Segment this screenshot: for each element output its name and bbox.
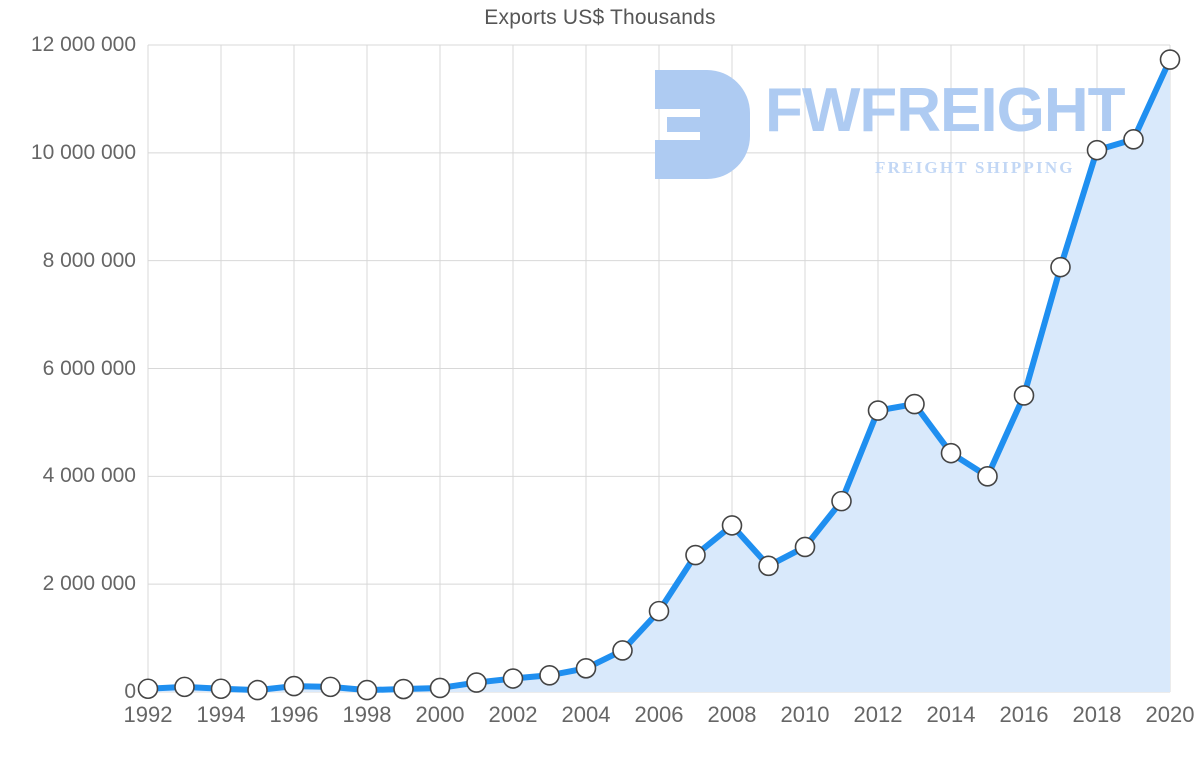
x-axis-tick-label: 1998 bbox=[342, 702, 392, 727]
y-axis-tick-label: 12 000 000 bbox=[30, 33, 136, 56]
y-axis-tick-label: 8 000 000 bbox=[42, 248, 136, 272]
chart-title: Exports US$ Thousands bbox=[484, 6, 716, 29]
data-point-marker[interactable] bbox=[539, 664, 560, 686]
data-point-marker[interactable] bbox=[1013, 385, 1035, 406]
data-point-marker[interactable] bbox=[904, 393, 925, 415]
data-point-marker[interactable] bbox=[648, 600, 670, 622]
y-axis-tick-label: 6 000 000 bbox=[42, 356, 136, 380]
data-point-marker[interactable] bbox=[794, 536, 816, 558]
data-point-marker[interactable] bbox=[283, 675, 305, 697]
x-axis-tick-label: 2014 bbox=[926, 702, 976, 727]
data-point-marker[interactable] bbox=[612, 640, 633, 661]
x-axis-tick-label: 2010 bbox=[780, 702, 830, 727]
data-point-marker[interactable] bbox=[867, 400, 889, 421]
x-axis-tick-label: 2000 bbox=[415, 702, 465, 727]
x-axis-tick-label: 2004 bbox=[561, 702, 611, 727]
data-point-marker[interactable] bbox=[758, 555, 779, 577]
chart-svg bbox=[137, 44, 1181, 701]
data-point-marker[interactable] bbox=[210, 678, 232, 700]
data-point-marker[interactable] bbox=[1086, 139, 1108, 161]
x-axis-tick-label: 1992 bbox=[123, 702, 173, 727]
data-point-marker[interactable] bbox=[831, 490, 852, 512]
x-axis-tick-label: 2020 bbox=[1145, 702, 1195, 727]
data-point-marker[interactable] bbox=[174, 676, 195, 698]
y-axis-tick-label: 10 000 000 bbox=[30, 140, 136, 164]
y-axis-tick-label: 2 000 000 bbox=[42, 572, 136, 596]
data-point-marker[interactable] bbox=[393, 678, 414, 700]
x-axis-tick-label: 2018 bbox=[1072, 702, 1122, 727]
x-axis-tick-label: 1996 bbox=[269, 702, 319, 727]
data-point-marker[interactable] bbox=[575, 657, 597, 679]
data-point-marker[interactable] bbox=[1050, 256, 1071, 278]
x-axis-tick-label: 2012 bbox=[853, 702, 903, 727]
data-point-marker[interactable] bbox=[320, 676, 341, 698]
x-axis-tick-label: 2006 bbox=[634, 702, 684, 727]
data-point-marker[interactable] bbox=[502, 668, 524, 689]
data-point-marker[interactable] bbox=[1159, 49, 1181, 70]
data-point-marker[interactable] bbox=[721, 515, 743, 536]
series-area-fill bbox=[148, 59, 1170, 693]
x-axis-tick-label: 2008 bbox=[707, 702, 757, 727]
data-point-marker[interactable] bbox=[1123, 129, 1144, 150]
data-point-marker[interactable] bbox=[356, 679, 378, 701]
plot-area bbox=[137, 44, 1181, 701]
y-axis-tick-label: 4 000 000 bbox=[42, 464, 136, 488]
data-point-marker[interactable] bbox=[977, 466, 998, 487]
y-axis-tick-label: 0 bbox=[124, 680, 136, 703]
x-axis-tick-label: 2016 bbox=[999, 702, 1049, 727]
data-point-marker[interactable] bbox=[429, 677, 451, 699]
data-point-marker[interactable] bbox=[466, 672, 487, 693]
data-point-marker[interactable] bbox=[940, 442, 962, 464]
x-axis-tick-labels: 1992 1994 1996 1998 2000 2002 2004 2006 2008 2010… bbox=[124, 702, 1195, 742]
x-axis-tick-label: 1994 bbox=[196, 702, 246, 727]
x-axis-tick-label: 2002 bbox=[488, 702, 538, 727]
y-axis-tick-labels: 0 2 000 000 4 000 000 6 000 000 8 000 000 10 … bbox=[0, 33, 136, 703]
data-point-marker[interactable] bbox=[137, 678, 159, 700]
data-point-marker[interactable] bbox=[685, 544, 706, 566]
data-point-marker[interactable] bbox=[247, 679, 268, 701]
